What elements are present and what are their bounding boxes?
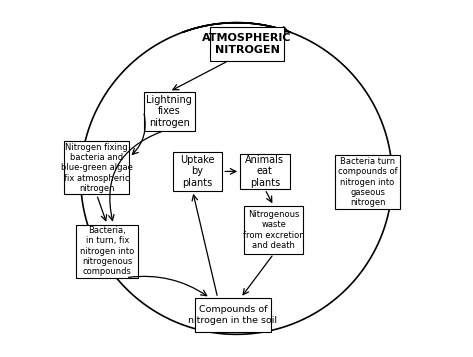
FancyBboxPatch shape: [76, 225, 138, 278]
Text: Bacteria,
in turn, fix
nitrogen into
nitrogenous
compounds: Bacteria, in turn, fix nitrogen into nit…: [80, 226, 134, 276]
Text: Uptake
by
plants: Uptake by plants: [180, 155, 215, 188]
FancyBboxPatch shape: [240, 154, 289, 189]
Text: ATMOSPHERIC
NITROGEN: ATMOSPHERIC NITROGEN: [202, 33, 292, 55]
FancyBboxPatch shape: [173, 152, 222, 191]
Text: Lightning
fixes
nitrogen: Lightning fixes nitrogen: [146, 95, 192, 128]
FancyBboxPatch shape: [143, 92, 195, 131]
FancyBboxPatch shape: [195, 298, 271, 332]
FancyBboxPatch shape: [64, 141, 129, 195]
Text: Nitrogen fixing
bacteria and
blue-green algae
fix atmospheric
nitrogen: Nitrogen fixing bacteria and blue-green …: [61, 142, 132, 193]
FancyBboxPatch shape: [335, 155, 400, 210]
Text: Animals
eat
plants: Animals eat plants: [245, 155, 284, 188]
FancyBboxPatch shape: [210, 27, 284, 61]
Text: Compounds of
nitrogen in the soil: Compounds of nitrogen in the soil: [188, 305, 278, 325]
Text: Nitrogenous
waste
from excretion
and death: Nitrogenous waste from excretion and dea…: [243, 210, 305, 250]
FancyBboxPatch shape: [245, 206, 303, 254]
Text: Bacteria turn
compounds of
nitrogen into
gaseous
nitrogen: Bacteria turn compounds of nitrogen into…: [338, 157, 397, 207]
